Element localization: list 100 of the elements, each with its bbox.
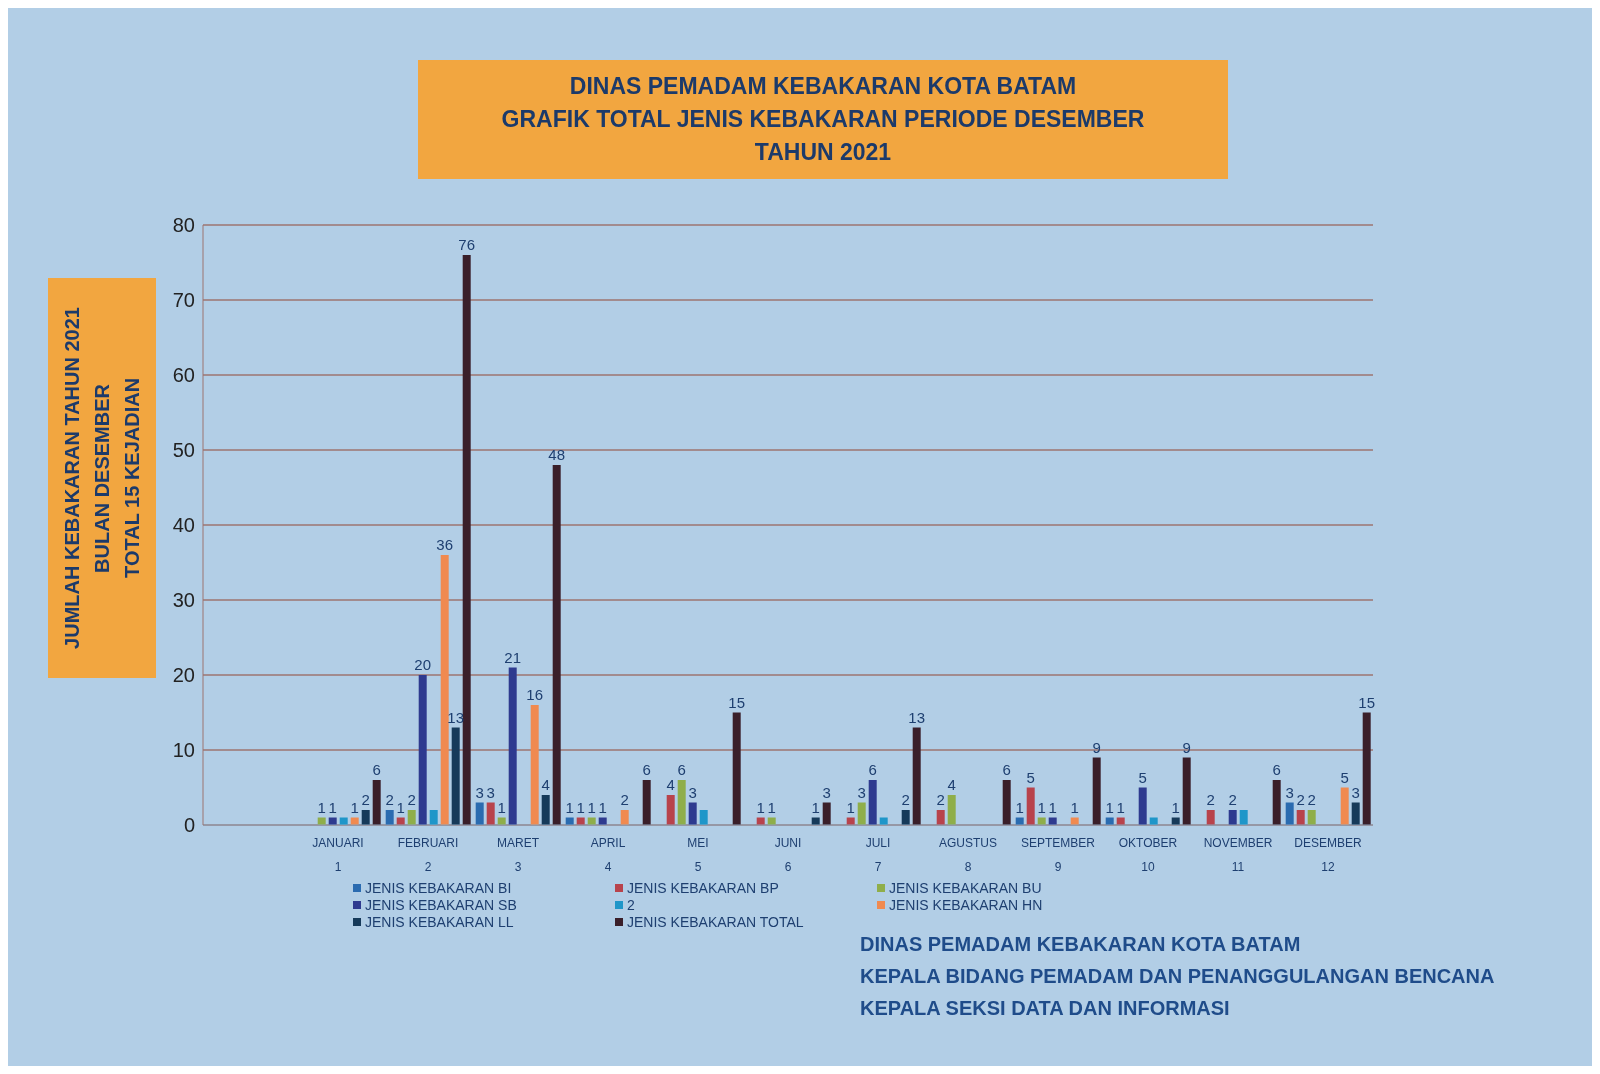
y-tick-label: 10 [172,739,195,762]
data-label: 1 [1116,798,1125,816]
data-label: 1 [1015,798,1024,816]
x-tick-label: MARET 3 [497,836,540,874]
bar [429,810,438,825]
data-label: 1 [565,798,574,816]
data-label: 21 [504,648,522,666]
bar [508,667,517,825]
x-tick-label: NOVEMBER 11 [1203,836,1273,874]
legend-label: 2 [627,897,635,913]
bar [688,802,697,825]
data-label: 3 [688,783,697,801]
bar [372,780,381,825]
bar [822,802,831,825]
x-tick-label: MEI 5 [687,836,709,874]
legend-label: JENIS KEBAKARAN TOTAL [627,914,804,930]
y-tick-label: 50 [172,439,195,462]
bar [451,727,460,825]
bar [642,780,651,825]
y-tick-label: 30 [172,589,195,612]
data-label: 3 [1285,783,1294,801]
data-label: 5 [1138,768,1147,786]
data-label: 6 [642,761,651,778]
data-label: 1 [846,798,855,816]
data-label: 6 [1272,761,1281,778]
data-label: 2 [901,791,910,808]
y-tick-label: 60 [172,364,195,387]
x-tick-label: JANUARI 1 [312,836,364,874]
data-label: 6 [868,761,877,778]
bar [699,810,708,825]
legend-label: JENIS KEBAKARAN HN [889,897,1043,913]
legend-label: JENIS KEBAKARAN BU [889,880,1042,896]
data-label: 2 [1296,791,1305,808]
bar [1340,787,1349,825]
data-label: 1 [598,798,607,816]
x-tick-label: APRIL 4 [590,836,626,874]
y-tick-label: 20 [172,664,195,687]
x-tick-label: AGUSTUS 8 [938,836,998,874]
data-label: 1 [1105,798,1114,816]
data-label: 2 [407,791,416,808]
legend-label: JENIS KEBAKARAN LL [365,914,514,930]
bar [947,795,956,825]
data-label: 1 [396,798,405,816]
legend-label: JENIS KEBAKARAN SB [365,897,517,913]
text: KEPALA SEKSI DATA DAN INFORMASI [860,997,1230,1020]
text: KEPALA BIDANG PEMADAM DAN PENANGGULANGAN BENCANA [860,965,1495,988]
y-tick-label: 70 [172,289,195,312]
bar [475,802,484,825]
data-label: 3 [822,783,831,801]
bar [361,810,370,825]
bar [1138,787,1147,825]
data-label: 1 [756,798,765,816]
bar [440,555,449,825]
bar [936,810,945,825]
bar [530,705,539,825]
bar [1228,810,1237,825]
data-label: 15 [1358,693,1376,711]
bar [1362,712,1371,825]
bar [1272,780,1281,825]
data-label: 3 [1351,783,1360,801]
bar [1002,780,1011,825]
data-label: 6 [677,761,686,778]
data-label: 3 [486,783,495,801]
bar [912,727,921,825]
x-tick-label: DESEMBER 12 [1294,836,1362,874]
y-tick-label: 80 [172,214,195,237]
chart-title: DINAS PEMADAM KEBAKARAN KOTA BATAM GRAFIK TOTAL JENIS KEBAKARAN PERIODE DESEMBER TAHUN 2021 [500,72,1146,167]
data-label: 1 [587,798,596,816]
data-label: 2 [936,791,945,808]
bar [732,712,741,825]
bar [1351,802,1360,825]
data-label: 20 [414,656,432,673]
data-label: 5 [1026,768,1035,786]
bar [1206,810,1215,825]
data-label: 4 [541,776,550,793]
data-label: 1 [1070,798,1079,816]
bar [1285,802,1294,825]
data-label: 2 [361,791,370,808]
data-label: 2 [1206,791,1215,808]
bar [901,810,910,825]
data-label: 2 [1228,791,1237,808]
bar [1296,810,1305,825]
data-label: 76 [458,236,476,253]
data-label: 15 [728,693,746,711]
bar [385,810,394,825]
bar [1026,787,1035,825]
legend-label: JENIS KEBAKARAN BP [627,880,779,896]
y-tick-label: 40 [172,514,195,537]
data-label: 13 [908,708,926,726]
bar [1307,810,1316,825]
y-axis-title: JUMLAH KEBAKARAN TAHUN 2021 BULAN DESEMBER TOTAL 15 KEJADIAN [60,307,144,649]
bar [418,675,427,825]
data-label: 1 [1171,798,1180,816]
x-tick-label: OKTOBER 10 [1118,836,1178,874]
bar [666,795,675,825]
bar [868,780,877,825]
x-tick-label: FEBRUARI 2 [397,836,459,874]
data-label: 4 [666,776,675,793]
data-label: 1 [497,798,506,816]
data-label: 48 [548,446,566,463]
